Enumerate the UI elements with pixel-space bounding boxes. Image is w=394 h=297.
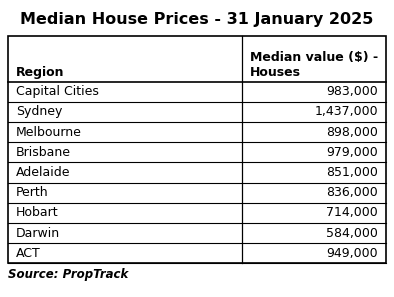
Text: Median House Prices - 31 January 2025: Median House Prices - 31 January 2025 xyxy=(20,12,374,27)
Text: 584,000: 584,000 xyxy=(326,227,378,240)
Text: Capital Cities: Capital Cities xyxy=(16,85,98,98)
Text: Adelaide: Adelaide xyxy=(16,166,70,179)
Text: 949,000: 949,000 xyxy=(327,247,378,260)
Text: Darwin: Darwin xyxy=(16,227,60,240)
Text: Sydney: Sydney xyxy=(16,105,62,119)
Text: 1,437,000: 1,437,000 xyxy=(315,105,378,119)
Bar xyxy=(8,36,386,263)
Text: 979,000: 979,000 xyxy=(327,146,378,159)
Text: 898,000: 898,000 xyxy=(326,126,378,139)
Text: 983,000: 983,000 xyxy=(327,85,378,98)
Text: Region: Region xyxy=(16,66,64,79)
Text: Perth: Perth xyxy=(16,186,48,199)
Text: 851,000: 851,000 xyxy=(326,166,378,179)
Text: Median value ($) -
Houses: Median value ($) - Houses xyxy=(250,51,378,79)
Text: Brisbane: Brisbane xyxy=(16,146,71,159)
Text: Melbourne: Melbourne xyxy=(16,126,82,139)
Text: Hobart: Hobart xyxy=(16,206,58,219)
Text: ACT: ACT xyxy=(16,247,41,260)
Text: 714,000: 714,000 xyxy=(327,206,378,219)
Text: Source: PropTrack: Source: PropTrack xyxy=(8,268,128,281)
Text: 836,000: 836,000 xyxy=(327,186,378,199)
